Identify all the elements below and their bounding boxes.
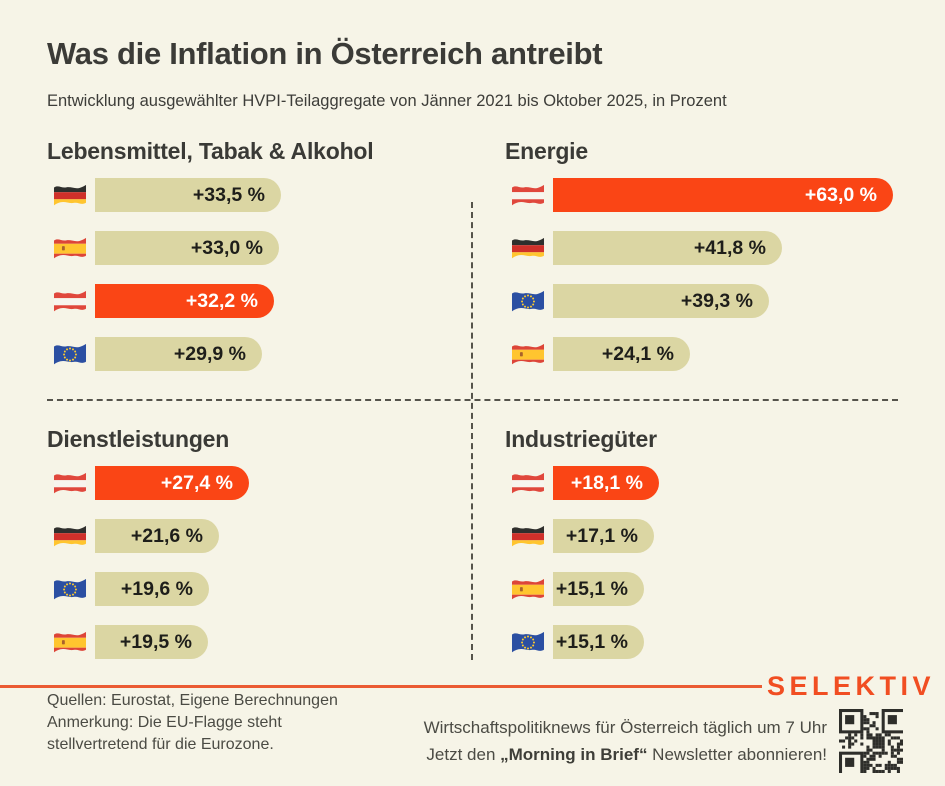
bar-row: +33,5 % bbox=[47, 178, 471, 212]
bar-value-label: +63,0 % bbox=[804, 183, 877, 206]
bar-value-label: +18,1 % bbox=[570, 471, 643, 494]
bar-value-label: +24,1 % bbox=[601, 342, 674, 365]
bar-row: +21,6 % bbox=[47, 519, 471, 553]
newsletter-line: Jetzt den „Morning in Brief“ Newsletter … bbox=[426, 745, 827, 764]
chart-title: Energie bbox=[505, 138, 588, 164]
value-bar: +41,8 % bbox=[553, 231, 782, 265]
bar-row: +15,1 % bbox=[505, 625, 905, 659]
source-line: Anmerkung: Die EU-Flagge steht bbox=[47, 714, 282, 731]
bar-group: +27,4 % +21,6 % +19,6 % +19,5 % bbox=[47, 466, 471, 659]
bar-value-label: +39,3 % bbox=[680, 289, 753, 312]
bar-value-label: +33,5 % bbox=[192, 183, 265, 206]
bar-row: +33,0 % bbox=[47, 231, 471, 265]
bar-group: +18,1 % +17,1 % +15,1 % +15,1 % bbox=[505, 466, 905, 659]
value-bar: +24,1 % bbox=[553, 337, 690, 371]
bar-value-label: +19,5 % bbox=[119, 630, 192, 653]
bar-row: +27,4 % bbox=[47, 466, 471, 500]
bar-row: +18,1 % bbox=[505, 466, 905, 500]
bar-value-label: +15,1 % bbox=[555, 630, 628, 653]
bar-value-label: +21,6 % bbox=[130, 524, 203, 547]
value-bar: +29,9 % bbox=[95, 337, 262, 371]
value-bar: +33,5 % bbox=[95, 178, 281, 212]
flag-de-icon bbox=[53, 183, 87, 208]
flag-es-icon bbox=[511, 342, 545, 367]
flag-eu-icon bbox=[53, 342, 87, 367]
flag-eu-icon bbox=[511, 630, 545, 655]
bar-row: +15,1 % bbox=[505, 572, 905, 606]
bar-row: +32,2 % bbox=[47, 284, 471, 318]
value-bar-highlight: +18,1 % bbox=[553, 466, 659, 500]
bar-group: +33,5 % +33,0 % +32,2 % +29,9 % bbox=[47, 178, 471, 371]
source-note: Quellen: Eurostat, Eigene Berechnungen A… bbox=[47, 690, 338, 756]
value-bar: +17,1 % bbox=[553, 519, 654, 553]
bar-value-label: +32,2 % bbox=[185, 289, 258, 312]
newsletter-name: „Morning in Brief“ bbox=[500, 745, 648, 764]
source-line: stellvertretend für die Eurozone. bbox=[47, 736, 274, 753]
bar-row: +19,6 % bbox=[47, 572, 471, 606]
footer-rule bbox=[0, 685, 762, 688]
chart-energie: Energie +63,0 % +41,8 % +39,3 % +24,1 % bbox=[505, 138, 905, 390]
bar-row: +29,9 % bbox=[47, 337, 471, 371]
flag-at-icon bbox=[511, 471, 545, 496]
value-bar: +39,3 % bbox=[553, 284, 769, 318]
flag-de-icon bbox=[53, 524, 87, 549]
flag-es-icon bbox=[511, 577, 545, 602]
value-bar: +15,1 % bbox=[553, 572, 644, 606]
chart-dienstleistungen: Dienstleistungen +27,4 % +21,6 % +19,6 % +1… bbox=[47, 426, 471, 678]
bar-group: +63,0 % +41,8 % +39,3 % +24,1 % bbox=[505, 178, 905, 371]
flag-eu-icon bbox=[511, 289, 545, 314]
subtitle: Entwicklung ausgewählter HVPI-Teilaggreg… bbox=[47, 92, 727, 110]
flag-de-icon bbox=[511, 524, 545, 549]
newsletter-line: Wirtschaftspolitiknews für Österreich tä… bbox=[423, 718, 827, 737]
source-line: Quellen: Eurostat, Eigene Berechnungen bbox=[47, 692, 338, 709]
bar-row: +41,8 % bbox=[505, 231, 905, 265]
chart-title: Dienstleistungen bbox=[47, 426, 230, 452]
bar-row: +24,1 % bbox=[505, 337, 905, 371]
bar-row: +63,0 % bbox=[505, 178, 905, 212]
value-bar: +15,1 % bbox=[553, 625, 644, 659]
flag-at-icon bbox=[53, 289, 87, 314]
bar-row: +17,1 % bbox=[505, 519, 905, 553]
value-bar-highlight: +32,2 % bbox=[95, 284, 274, 318]
newsletter-cta: Wirtschaftspolitiknews für Österreich tä… bbox=[424, 714, 827, 768]
value-bar: +19,6 % bbox=[95, 572, 209, 606]
bar-value-label: +17,1 % bbox=[565, 524, 638, 547]
flag-es-icon bbox=[53, 630, 87, 655]
flag-at-icon bbox=[53, 471, 87, 496]
value-bar: +21,6 % bbox=[95, 519, 219, 553]
bar-row: +39,3 % bbox=[505, 284, 905, 318]
value-bar: +19,5 % bbox=[95, 625, 208, 659]
bar-row: +19,5 % bbox=[47, 625, 471, 659]
bar-value-label: +15,1 % bbox=[555, 577, 628, 600]
bar-value-label: +29,9 % bbox=[173, 342, 246, 365]
flag-eu-icon bbox=[53, 577, 87, 602]
chart-lebensmittel: Lebensmittel, Tabak & Alkohol +33,5 % +33… bbox=[47, 138, 471, 390]
flag-at-icon bbox=[511, 183, 545, 208]
bar-value-label: +27,4 % bbox=[160, 471, 233, 494]
value-bar-highlight: +27,4 % bbox=[95, 466, 249, 500]
qr-code bbox=[839, 709, 903, 773]
page-title: Was die Inflation in Österreich antreibt bbox=[47, 36, 603, 71]
bar-value-label: +41,8 % bbox=[693, 236, 766, 259]
value-bar-highlight: +63,0 % bbox=[553, 178, 893, 212]
flag-es-icon bbox=[53, 236, 87, 261]
value-bar: +33,0 % bbox=[95, 231, 279, 265]
flag-de-icon bbox=[511, 236, 545, 261]
quadrant-divider-vertical bbox=[471, 202, 473, 660]
chart-title: Industriegüter bbox=[505, 426, 657, 452]
brand-logo: SELEKTIV bbox=[766, 671, 935, 701]
chart-industrieguter: Industriegüter +18,1 % +17,1 % +15,1 % +15,… bbox=[505, 426, 905, 678]
bar-value-label: +33,0 % bbox=[190, 236, 263, 259]
chart-title: Lebensmittel, Tabak & Alkohol bbox=[47, 138, 374, 164]
bar-value-label: +19,6 % bbox=[120, 577, 193, 600]
